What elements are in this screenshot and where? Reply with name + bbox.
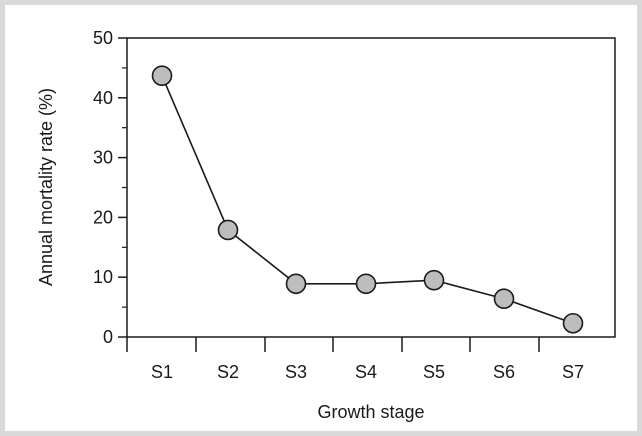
x-tick-label: S3 (285, 362, 307, 382)
y-axis-title: Annual mortality rate (%) (36, 88, 56, 286)
y-tick-label: 40 (93, 88, 113, 108)
chart-frame (5, 5, 637, 431)
x-tick-label: S5 (423, 362, 445, 382)
data-point-s3 (285, 273, 307, 295)
x-tick-label: S7 (562, 362, 584, 382)
y-tick-label: 0 (103, 327, 113, 347)
data-point-s5 (423, 269, 445, 291)
x-tick-label: S1 (151, 362, 173, 382)
y-axis: 0 10 20 30 40 50 (93, 28, 127, 347)
y-tick-label: 10 (93, 267, 113, 287)
x-tick-label: S2 (217, 362, 239, 382)
x-axis: S1 S2 S3 S4 S5 S6 S7 (126, 337, 584, 382)
data-points (151, 65, 584, 334)
data-point-s1 (151, 65, 173, 86)
y-tick-label: 20 (93, 207, 113, 227)
data-point-s7 (562, 312, 584, 334)
x-axis-title: Growth stage (317, 402, 424, 422)
x-tick-label: S6 (493, 362, 515, 382)
y-tick-label: 50 (93, 28, 113, 48)
x-tick-label: S4 (355, 362, 377, 382)
data-point-s6 (493, 288, 515, 310)
data-point-s2 (217, 219, 239, 241)
data-point-s4 (355, 273, 377, 295)
y-tick-label: 30 (93, 148, 113, 168)
